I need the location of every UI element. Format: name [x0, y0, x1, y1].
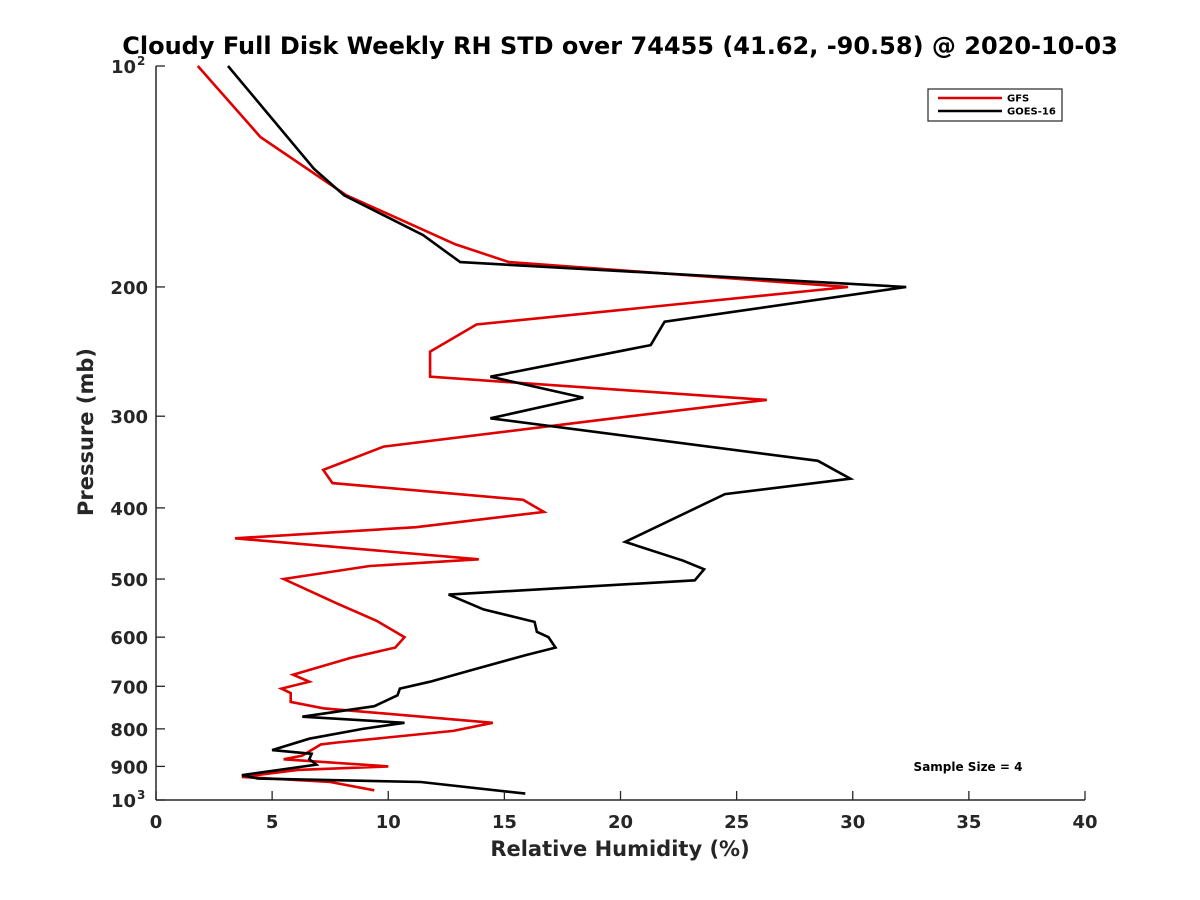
- series-line-gfs: [196, 65, 849, 792]
- y-tick-label: 900: [110, 757, 148, 778]
- x-axis-label: Relative Humidity (%): [490, 837, 749, 861]
- y-tick-label: 400: [110, 499, 148, 520]
- x-tick-label: 40: [1072, 812, 1097, 833]
- x-tick-label: 15: [492, 812, 517, 833]
- y-tick-label: 10: [111, 791, 136, 812]
- y-tick-label: 300: [110, 407, 148, 428]
- legend-box: [927, 88, 1063, 122]
- x-tick-label: 0: [150, 812, 163, 833]
- y-axis-label: Pressure (mb): [74, 348, 98, 516]
- series-line-goes16: [227, 65, 907, 795]
- y-tick-exponent: 2: [137, 54, 145, 68]
- legend-label-gfs: GFS: [1007, 94, 1029, 105]
- x-tick-label: 30: [840, 812, 865, 833]
- plot-frame: [155, 66, 1085, 801]
- y-tick-exponent: 3: [137, 788, 145, 802]
- y-tick-label: 500: [110, 570, 148, 591]
- x-tick-label: 10: [376, 812, 401, 833]
- y-tick-label: 700: [110, 677, 148, 698]
- y-tick-label: 200: [110, 278, 148, 299]
- x-tick-label: 25: [724, 812, 749, 833]
- series-layer: [196, 65, 907, 795]
- x-tick-label: 20: [608, 812, 633, 833]
- y-tick-label: 600: [110, 628, 148, 649]
- y-tick-label: 10: [111, 57, 136, 78]
- sample-size-annotation: Sample Size = 4: [914, 760, 1023, 774]
- x-axis-ticks: 0 5 10 15 20 25 30 35 40: [150, 791, 1098, 833]
- legend: GFS GOES-16: [927, 88, 1063, 122]
- legend-label-goes16: GOES-16: [1007, 107, 1056, 118]
- chart-title: Cloudy Full Disk Weekly RH STD over 7445…: [122, 32, 1118, 60]
- x-tick-label: 35: [956, 812, 981, 833]
- x-tick-label: 5: [266, 812, 279, 833]
- y-tick-label: 800: [110, 720, 148, 741]
